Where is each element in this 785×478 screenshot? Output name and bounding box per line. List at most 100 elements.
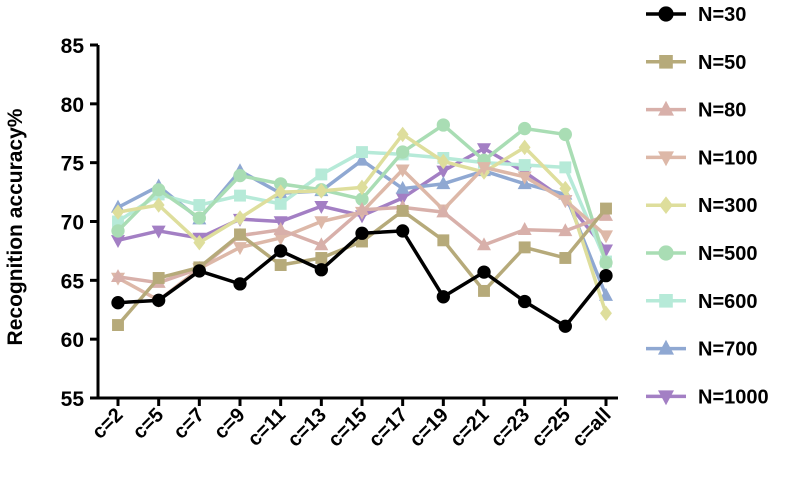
data-point xyxy=(355,152,369,166)
x-tick-label: c=25 xyxy=(527,404,574,451)
data-point xyxy=(314,200,329,214)
data-point xyxy=(274,184,287,200)
data-point xyxy=(517,222,532,235)
data-point xyxy=(395,180,410,194)
data-point xyxy=(559,252,572,264)
data-point xyxy=(151,225,166,239)
data-point xyxy=(436,118,450,132)
data-point xyxy=(436,165,451,179)
data-point xyxy=(436,204,451,218)
data-point xyxy=(314,263,328,277)
data-point xyxy=(599,256,613,270)
x-tick-label: c=15 xyxy=(324,404,371,451)
data-point xyxy=(518,159,531,171)
x-tick-label: c=13 xyxy=(283,404,330,451)
legend-label: N=300 xyxy=(698,195,758,217)
legend-item: N=1000 xyxy=(646,386,769,408)
data-point xyxy=(396,145,410,159)
legend-marker xyxy=(658,390,674,406)
y-tick-label: 80 xyxy=(61,94,84,117)
legend-marker xyxy=(658,245,674,261)
data-point xyxy=(193,199,206,211)
data-point xyxy=(152,272,165,284)
data-point xyxy=(477,162,491,176)
series-layer xyxy=(111,118,613,333)
data-point xyxy=(518,121,532,136)
data-point xyxy=(111,296,125,310)
data-point xyxy=(111,235,125,249)
y-tick-label: 75 xyxy=(61,153,85,176)
data-point xyxy=(558,319,572,333)
data-point xyxy=(518,294,532,309)
data-point xyxy=(396,224,410,238)
x-tick-label: c=23 xyxy=(487,404,534,451)
data-point xyxy=(558,127,572,142)
y-tick-label: 55 xyxy=(61,388,85,411)
x-tick-label: c=19 xyxy=(405,404,452,451)
data-point xyxy=(233,277,247,291)
data-point xyxy=(356,235,368,248)
y-tick-label: 65 xyxy=(61,270,85,293)
x-tick-label: c=all xyxy=(568,404,615,451)
data-point xyxy=(599,230,613,244)
data-point xyxy=(234,189,246,202)
data-point xyxy=(355,192,369,206)
legend-label: N=700 xyxy=(698,339,758,361)
data-point xyxy=(559,161,572,174)
data-point xyxy=(395,164,410,178)
data-point xyxy=(356,146,368,159)
data-point xyxy=(559,180,572,197)
legend-item: N=50 xyxy=(646,52,746,74)
series-n-30 xyxy=(111,224,613,333)
legend-marker xyxy=(658,100,674,116)
x-tick-label: c=9 xyxy=(210,404,250,444)
data-point xyxy=(315,168,328,181)
legend-label: N=80 xyxy=(698,100,746,122)
data-point xyxy=(600,305,612,321)
data-point xyxy=(436,290,450,304)
data-point xyxy=(436,176,451,190)
x-tick-label: c=21 xyxy=(446,404,493,451)
data-point xyxy=(274,177,288,191)
legend-label: N=500 xyxy=(698,243,758,265)
data-point xyxy=(396,204,409,217)
data-point xyxy=(600,202,612,215)
data-point xyxy=(315,183,328,199)
data-point xyxy=(112,204,124,220)
data-point xyxy=(234,228,246,241)
y-tick-label: 60 xyxy=(61,329,84,352)
legend-label: N=600 xyxy=(698,291,758,313)
data-point xyxy=(558,223,573,237)
data-point xyxy=(233,168,247,183)
data-point xyxy=(273,232,288,246)
data-point xyxy=(274,197,287,210)
x-tick-label: c=11 xyxy=(244,404,291,451)
data-point xyxy=(234,210,246,226)
data-point xyxy=(233,242,247,256)
data-point xyxy=(152,293,166,307)
legend-item: N=600 xyxy=(646,291,758,313)
data-point xyxy=(193,234,206,251)
data-point xyxy=(315,252,328,264)
data-point xyxy=(112,215,124,228)
legend-marker xyxy=(658,339,674,355)
data-point xyxy=(558,195,573,209)
data-point xyxy=(477,143,491,157)
legend-label: N=100 xyxy=(698,147,758,169)
series-n-300 xyxy=(112,126,612,321)
data-point xyxy=(112,319,124,331)
data-point xyxy=(192,264,206,278)
legend-label: N=1000 xyxy=(698,386,769,408)
data-point xyxy=(395,192,410,206)
legend-item: N=500 xyxy=(646,243,758,265)
data-point xyxy=(437,153,450,170)
data-point xyxy=(437,234,450,247)
x-tick-label: c=7 xyxy=(169,404,209,444)
legend-item: N=300 xyxy=(646,195,758,217)
legend-marker xyxy=(659,294,673,308)
data-point xyxy=(192,211,206,225)
legend-label: N=50 xyxy=(698,52,746,74)
data-point xyxy=(274,259,287,271)
legend-item: N=700 xyxy=(646,339,758,361)
x-tick-label: c=5 xyxy=(129,404,169,444)
